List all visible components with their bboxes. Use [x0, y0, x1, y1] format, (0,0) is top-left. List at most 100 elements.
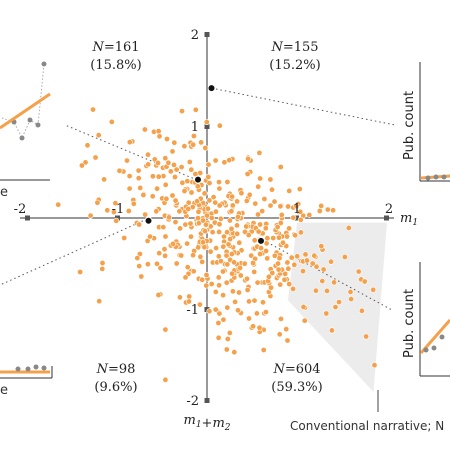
data-point [323, 287, 330, 294]
data-point [269, 269, 276, 276]
inset-point [41, 61, 47, 67]
data-point [248, 252, 255, 259]
data-point [255, 183, 262, 190]
data-point [203, 221, 210, 228]
data-point [253, 310, 260, 317]
data-point [216, 228, 223, 235]
data-point [345, 224, 352, 231]
data-point [262, 225, 269, 232]
data-point [274, 224, 281, 231]
data-point [213, 245, 220, 252]
data-point [108, 118, 115, 125]
data-point [220, 292, 227, 299]
data-point [172, 174, 179, 181]
data-point [92, 154, 99, 161]
data-point [316, 208, 323, 215]
data-point [277, 203, 284, 210]
data-point [216, 185, 223, 192]
data-point [162, 376, 169, 383]
data-point [99, 265, 106, 272]
data-point [147, 233, 154, 240]
y-tick-label: -1 [186, 303, 199, 318]
data-point [276, 331, 283, 338]
data-point [330, 207, 337, 214]
data-point [145, 151, 152, 158]
data-point [161, 246, 168, 253]
data-point [209, 229, 216, 236]
data-point [199, 276, 206, 283]
data-point [216, 122, 223, 129]
data-point [324, 206, 331, 213]
data-point [297, 229, 304, 236]
data-point [55, 201, 62, 208]
data-point [229, 193, 236, 200]
data-point [208, 280, 215, 287]
data-point [194, 183, 201, 190]
data-point [236, 239, 243, 246]
data-point [203, 271, 210, 278]
data-point [228, 208, 235, 215]
data-point [371, 362, 378, 369]
data-point [274, 260, 281, 267]
data-point [260, 346, 267, 353]
data-point [138, 273, 145, 280]
data-point [226, 157, 233, 164]
data-point [144, 261, 151, 268]
data-point [257, 175, 264, 182]
data-point [263, 248, 270, 255]
data-point [300, 303, 307, 310]
data-point [216, 202, 223, 209]
inset-point [425, 175, 431, 181]
data-point [192, 106, 199, 113]
data-point [185, 199, 192, 206]
data-point [243, 223, 250, 230]
data-point [259, 299, 266, 306]
data-point [215, 334, 222, 341]
data-point [166, 214, 173, 221]
data-point [198, 139, 205, 146]
inset-trend [0, 92, 51, 130]
data-point [173, 260, 180, 267]
data-point [235, 213, 242, 220]
data-point [216, 221, 223, 228]
x-axis-label: m1 [400, 211, 418, 228]
data-point [200, 217, 207, 224]
data-point [250, 323, 257, 330]
data-point [275, 234, 282, 241]
data-point [252, 200, 259, 207]
data-point [220, 268, 227, 275]
data-point [241, 260, 248, 267]
data-point [206, 197, 213, 204]
data-point [232, 298, 239, 305]
data-point [264, 255, 271, 262]
data-point [370, 286, 377, 293]
y-tick-mark [204, 32, 210, 37]
data-point [215, 253, 222, 260]
data-point [78, 162, 85, 169]
data-point [181, 143, 188, 150]
data-point [101, 176, 108, 183]
data-point [204, 205, 211, 212]
data-point [173, 166, 180, 173]
data-point [145, 161, 152, 168]
data-point [312, 287, 319, 294]
quadrant-n: N=161 [91, 40, 139, 55]
inset-top-left: e [0, 61, 51, 200]
data-point [296, 186, 303, 193]
data-point [201, 244, 208, 251]
connector-line [0, 218, 148, 286]
data-point [361, 278, 368, 285]
data-point [286, 225, 293, 232]
data-point [220, 316, 227, 323]
data-point [228, 251, 235, 258]
data-point [212, 288, 219, 295]
data-point [162, 252, 169, 259]
data-point [223, 346, 230, 353]
data-point [288, 254, 295, 261]
data-point [294, 253, 301, 260]
data-point [110, 209, 117, 216]
connector-line [262, 239, 393, 311]
data-point [188, 166, 195, 173]
data-point [347, 288, 354, 295]
data-point [255, 211, 262, 218]
